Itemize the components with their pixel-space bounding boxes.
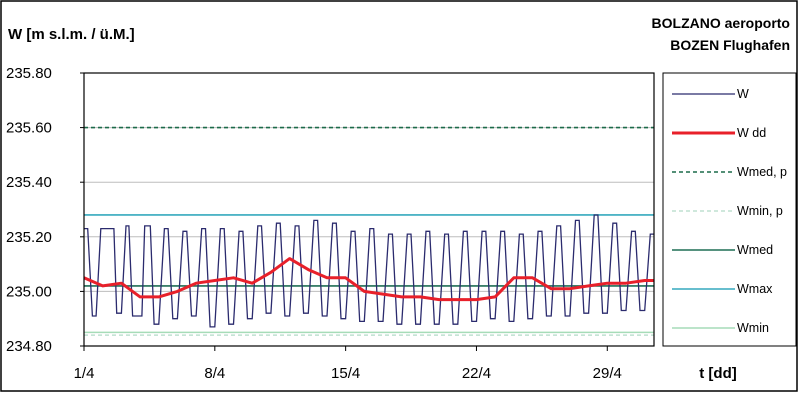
- series-w-line: [84, 214, 654, 328]
- x-axis-label: t [dd]: [699, 365, 736, 382]
- y-tick-label: 235.40: [6, 174, 52, 191]
- legend-label-wmed-p: Wmed, p: [737, 165, 787, 179]
- series-wdd-line: [83, 257, 654, 302]
- legend-box: [662, 72, 797, 347]
- legend-label-wmin-p: Wmin, p: [737, 204, 783, 218]
- x-tick-label: 29/4: [593, 365, 622, 382]
- series-w-group: [84, 214, 654, 328]
- chart-title: BOLZANO aeroporto: [652, 15, 790, 31]
- legend-label-wmax: Wmax: [737, 282, 773, 296]
- chart-subtitle: BOZEN Flughafen: [670, 37, 790, 53]
- x-tick-label: 1/4: [74, 365, 95, 382]
- y-tick-label: 235.60: [6, 120, 52, 137]
- legend-label-wmin: Wmin: [737, 321, 769, 335]
- x-tick-label: 8/4: [204, 365, 225, 382]
- series-wdd-group: [83, 257, 654, 302]
- y-tick-label: 235.20: [6, 229, 52, 246]
- x-axis-ticks: 1/4 8/4 15/4 22/4 29/4: [74, 346, 622, 382]
- plot-frame: [83, 72, 655, 347]
- y-axis-label: W [m s.l.m. / ü.M.]: [8, 26, 135, 43]
- y-tick-label: 235.00: [6, 283, 52, 300]
- legend-label-wmed: Wmed: [737, 243, 773, 257]
- y-tick-label: 235.80: [6, 65, 52, 82]
- legend-label-wdd: W dd: [737, 126, 766, 140]
- y-axis-ticks: 234.80 235.00 235.20 235.40 235.60 235.80: [6, 65, 84, 355]
- legend-label-w: W: [737, 87, 749, 101]
- y-tick-label: 234.80: [6, 338, 52, 355]
- x-tick-label: 15/4: [331, 365, 360, 382]
- legend: W W dd Wmed, p Wmin, p Wmed Wmax Wmin: [662, 72, 797, 347]
- x-tick-label: 22/4: [462, 365, 491, 382]
- plot-area: [84, 73, 654, 346]
